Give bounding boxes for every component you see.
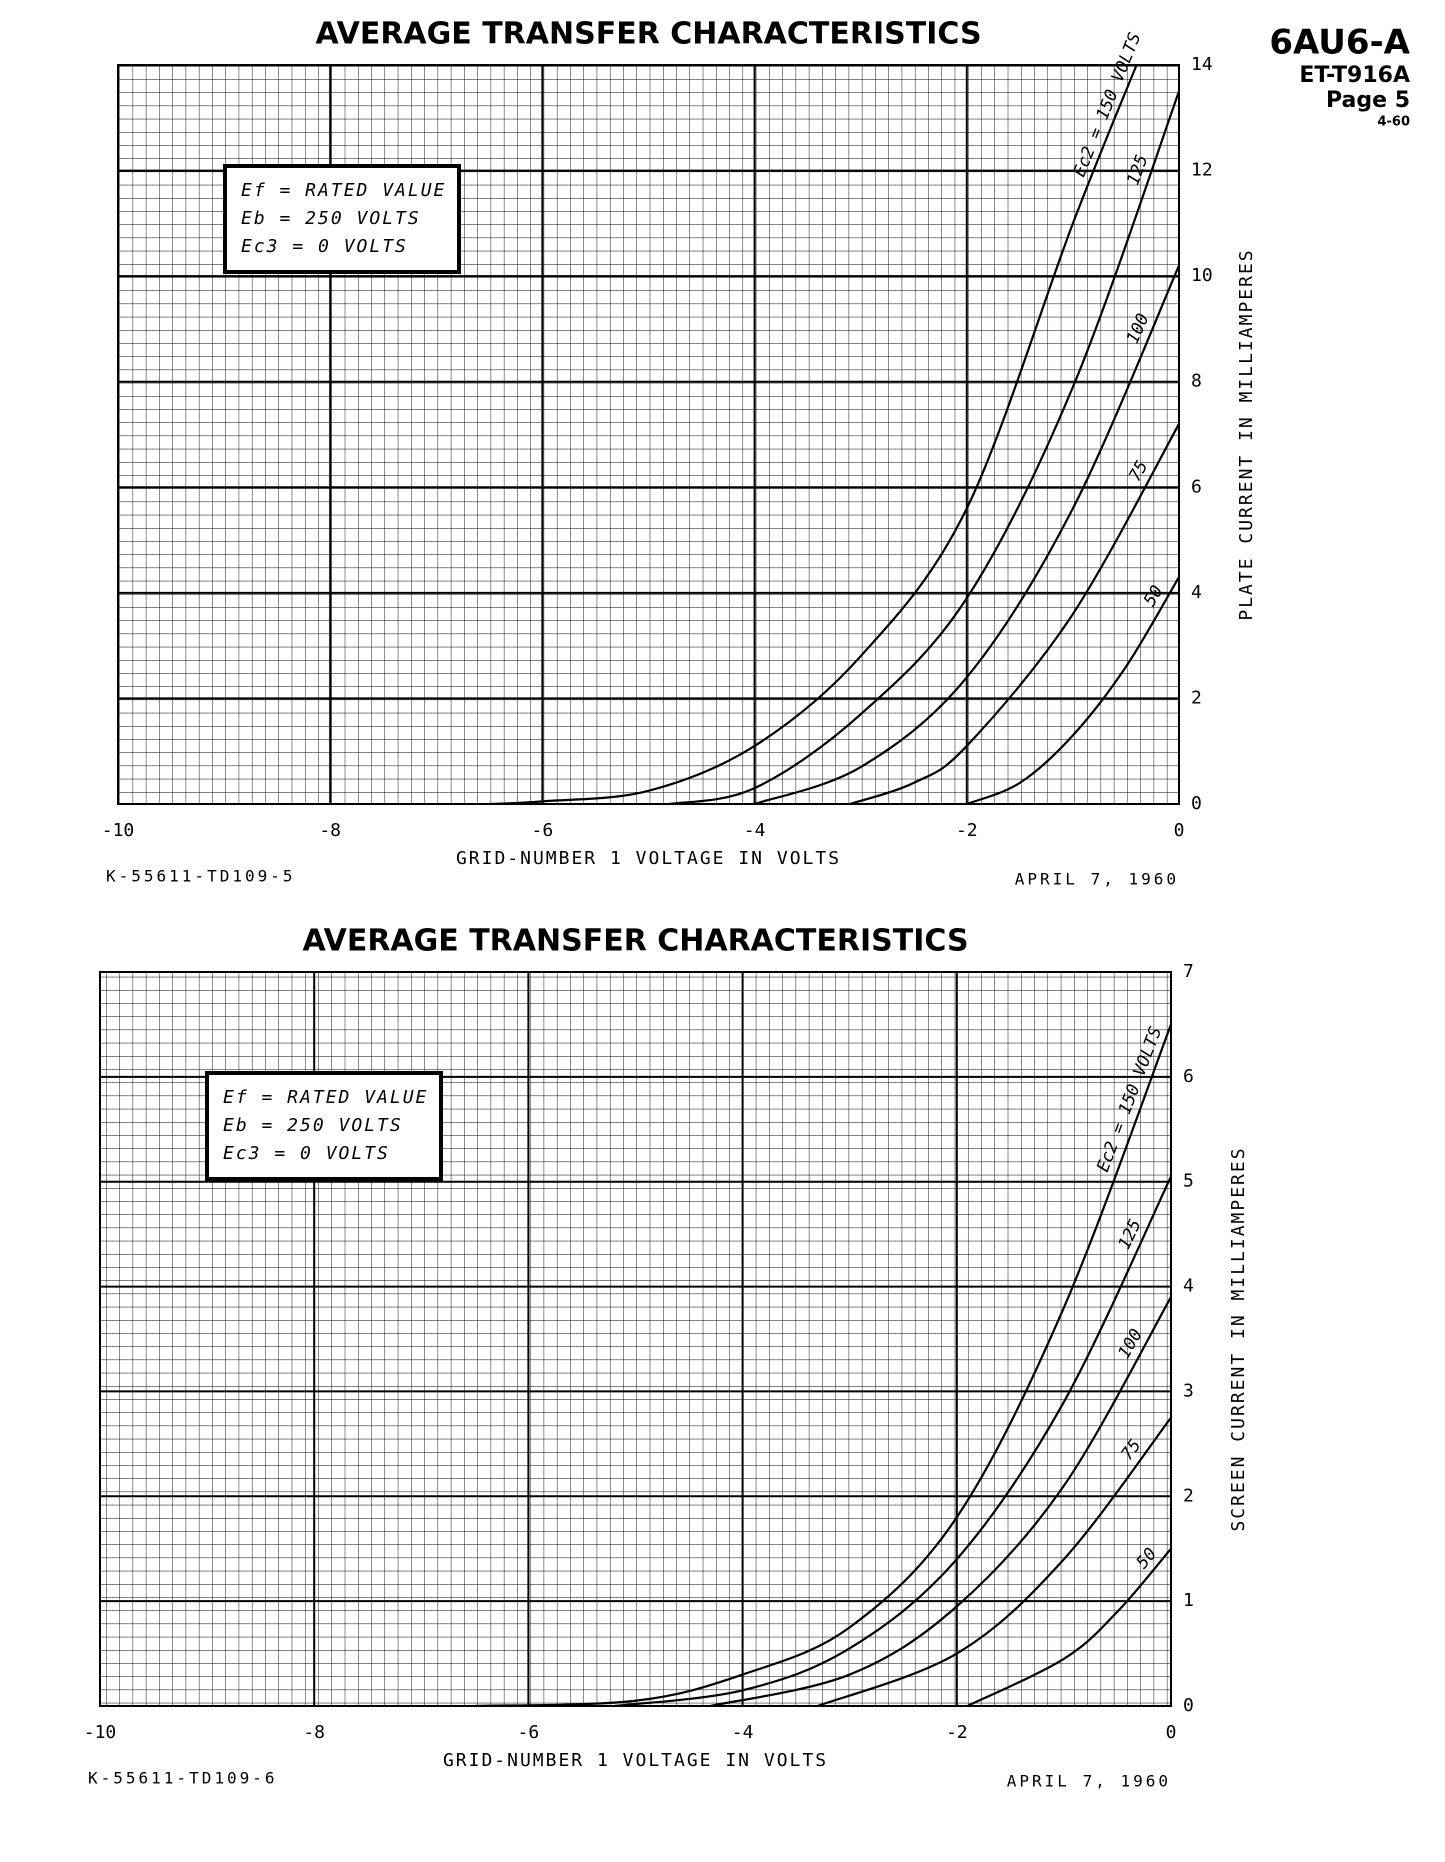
x-tick-label: -10 xyxy=(102,820,135,841)
y-axis-label: PLATE CURRENT IN MILLIAMPERES xyxy=(1236,248,1257,620)
issue-date: 4-60 xyxy=(1377,115,1410,130)
drawing-number: K-55611-TD109-6 xyxy=(88,1769,278,1788)
y-tick-label: 7 xyxy=(1183,961,1194,982)
drawing-number: K-55611-TD109-5 xyxy=(106,867,296,886)
curve xyxy=(754,265,1181,806)
y-tick-label: 6 xyxy=(1191,476,1202,497)
x-axis-label: GRID-NUMBER 1 VOLTAGE IN VOLTS xyxy=(456,848,841,869)
tube-type: 6AU6-A xyxy=(1269,23,1410,63)
y-axis-label: SCREEN CURRENT IN MILLIAMPERES xyxy=(1228,1146,1249,1531)
x-tick-label: 0 xyxy=(1174,820,1185,841)
curve xyxy=(613,1175,1172,1708)
curve xyxy=(967,1547,1172,1707)
y-tick-label: 3 xyxy=(1183,1380,1194,1401)
condition: Eb = 250 VOLTS xyxy=(241,208,421,229)
drawing-date: APRIL 7, 1960 xyxy=(1007,1772,1171,1791)
y-tick-label: 1 xyxy=(1183,1590,1194,1611)
conditions-box xyxy=(205,1071,443,1181)
drawing-date: APRIL 7, 1960 xyxy=(1015,870,1179,889)
chart-title: AVERAGE TRANSFER CHARACTERISTICS xyxy=(302,924,968,959)
y-tick-label: 14 xyxy=(1191,54,1213,75)
x-tick-label: -2 xyxy=(956,820,978,841)
y-tick-label: 0 xyxy=(1183,1695,1194,1716)
x-tick-label: -8 xyxy=(303,1722,325,1743)
chart-title: AVERAGE TRANSFER CHARACTERISTICS xyxy=(315,17,981,52)
y-tick-label: 5 xyxy=(1183,1171,1194,1192)
y-tick-label: 4 xyxy=(1183,1276,1194,1297)
condition: Ec3 = 0 VOLTS xyxy=(241,236,408,257)
x-tick-label: -8 xyxy=(319,820,341,841)
x-tick-label: 0 xyxy=(1166,1722,1177,1743)
x-axis-label: GRID-NUMBER 1 VOLTAGE IN VOLTS xyxy=(443,1750,828,1771)
x-tick-label: -6 xyxy=(532,820,554,841)
y-tick-label: 2 xyxy=(1191,687,1202,708)
page-number: Page 5 xyxy=(1326,88,1410,113)
y-tick-label: 6 xyxy=(1183,1066,1194,1087)
curve xyxy=(817,1416,1172,1708)
condition: Ef = RATED VALUE xyxy=(241,180,446,201)
x-tick-label: -6 xyxy=(518,1722,540,1743)
y-tick-label: 2 xyxy=(1183,1485,1194,1506)
curve xyxy=(966,576,1180,806)
curve xyxy=(489,64,1138,806)
curve xyxy=(669,91,1181,806)
curve xyxy=(849,423,1180,806)
y-tick-label: 0 xyxy=(1191,793,1202,814)
x-tick-label: -4 xyxy=(732,1722,754,1743)
doc-code: ET-T916A xyxy=(1299,63,1410,88)
condition: Ef = RATED VALUE xyxy=(223,1087,428,1108)
condition: Ec3 = 0 VOLTS xyxy=(223,1143,390,1164)
x-tick-label: -4 xyxy=(744,820,766,841)
y-tick-label: 8 xyxy=(1191,371,1202,392)
x-tick-label: -2 xyxy=(946,1722,968,1743)
x-tick-label: -10 xyxy=(84,1722,117,1743)
conditions-box xyxy=(223,164,461,274)
y-tick-label: 12 xyxy=(1191,160,1213,181)
condition: Eb = 250 VOLTS xyxy=(223,1115,403,1136)
curve xyxy=(474,1024,1173,1708)
curve xyxy=(710,1296,1172,1708)
y-tick-label: 10 xyxy=(1191,265,1213,286)
y-tick-label: 4 xyxy=(1191,582,1202,603)
